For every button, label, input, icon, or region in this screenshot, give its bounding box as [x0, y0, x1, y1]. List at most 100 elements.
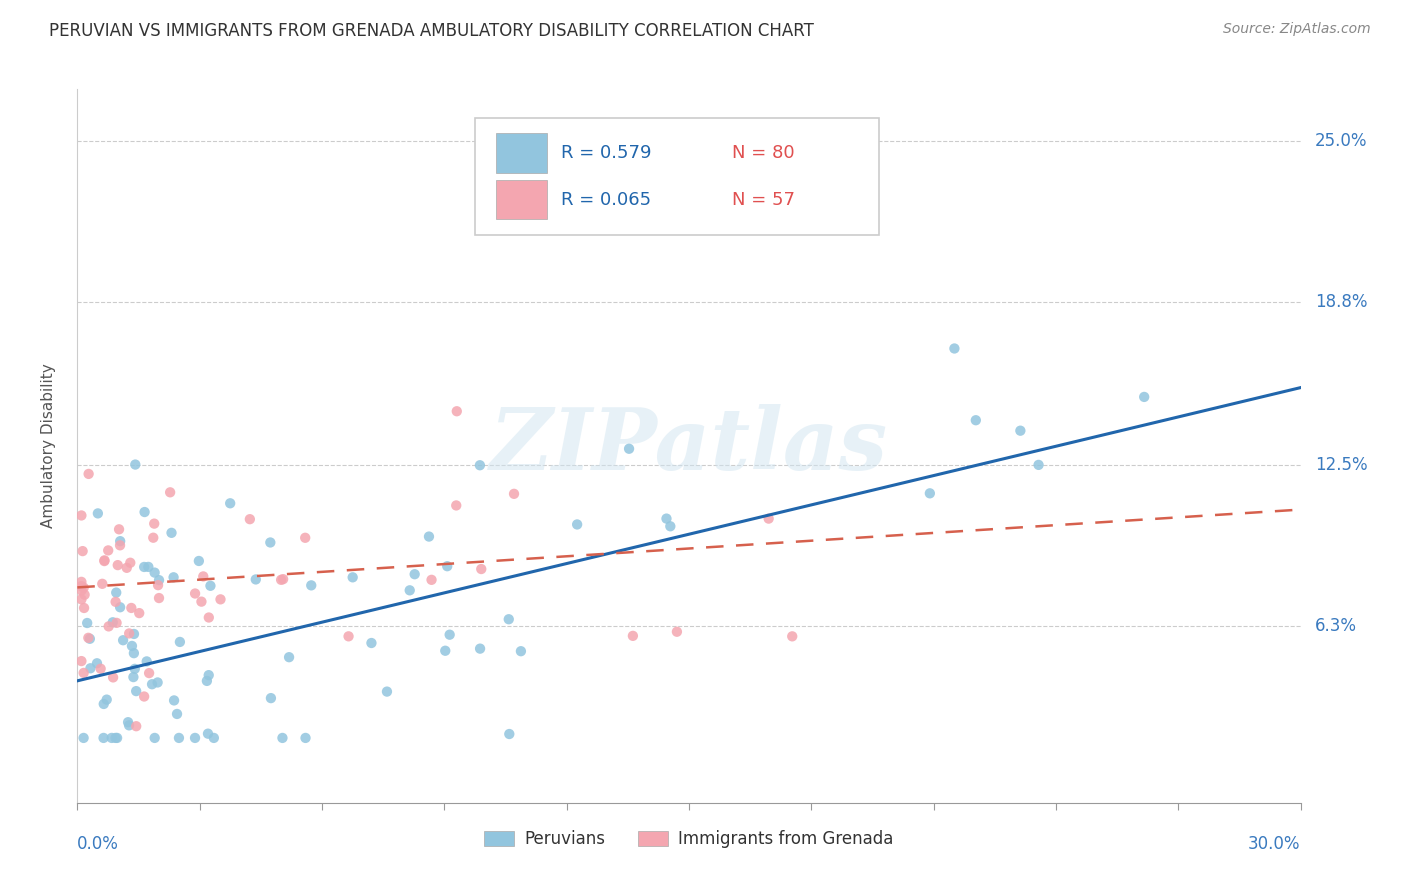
- Point: [621, 629, 644, 643]
- Point: [115, 561, 138, 575]
- Point: [117, 715, 139, 730]
- Point: [965, 413, 987, 427]
- Point: [121, 639, 143, 653]
- Point: [439, 628, 461, 642]
- Point: [107, 558, 129, 573]
- FancyBboxPatch shape: [496, 134, 547, 173]
- Point: [943, 342, 966, 356]
- Point: [342, 570, 364, 584]
- Point: [665, 624, 688, 639]
- Point: [73, 581, 96, 595]
- Point: [118, 626, 141, 640]
- Point: [122, 670, 145, 684]
- Point: [299, 578, 322, 592]
- Point: [90, 662, 112, 676]
- Point: [70, 579, 93, 593]
- Text: N = 80: N = 80: [731, 145, 794, 162]
- Point: [79, 632, 101, 646]
- Text: ZIPatlas: ZIPatlas: [489, 404, 889, 488]
- Point: [148, 573, 170, 587]
- Point: [70, 583, 93, 598]
- Point: [436, 559, 458, 574]
- Point: [93, 554, 115, 568]
- Point: [96, 692, 118, 706]
- Point: [108, 538, 131, 552]
- Point: [70, 654, 93, 668]
- Point: [498, 612, 520, 626]
- Point: [159, 485, 181, 500]
- Point: [138, 666, 160, 681]
- Point: [125, 684, 148, 698]
- Point: [148, 591, 170, 605]
- Point: [260, 691, 283, 706]
- Point: [278, 650, 301, 665]
- Point: [468, 641, 491, 656]
- Point: [1028, 458, 1050, 472]
- Point: [77, 631, 100, 645]
- Point: [1010, 424, 1032, 438]
- Point: [202, 731, 225, 745]
- Point: [134, 505, 156, 519]
- Point: [398, 583, 420, 598]
- Point: [498, 727, 520, 741]
- Point: [122, 627, 145, 641]
- Point: [360, 636, 382, 650]
- Point: [105, 615, 128, 630]
- Point: [70, 574, 93, 589]
- Point: [143, 731, 166, 745]
- Point: [187, 554, 209, 568]
- Point: [418, 530, 440, 544]
- Point: [197, 727, 219, 741]
- Point: [100, 731, 122, 745]
- Point: [104, 595, 127, 609]
- Point: [918, 486, 941, 500]
- Point: [565, 517, 588, 532]
- Point: [122, 646, 145, 660]
- Point: [134, 560, 156, 574]
- Text: R = 0.579: R = 0.579: [561, 145, 651, 162]
- Point: [190, 594, 212, 608]
- Point: [73, 665, 96, 680]
- Point: [124, 458, 146, 472]
- Point: [434, 644, 457, 658]
- Text: N = 57: N = 57: [731, 191, 794, 209]
- Text: 30.0%: 30.0%: [1249, 835, 1301, 853]
- Text: PERUVIAN VS IMMIGRANTS FROM GRENADA AMBULATORY DISABILITY CORRELATION CHART: PERUVIAN VS IMMIGRANTS FROM GRENADA AMBU…: [49, 22, 814, 40]
- Point: [141, 677, 163, 691]
- Point: [77, 467, 100, 481]
- Point: [87, 507, 110, 521]
- Point: [470, 562, 492, 576]
- Text: 12.5%: 12.5%: [1315, 457, 1368, 475]
- Point: [166, 706, 188, 721]
- Point: [79, 661, 101, 675]
- Point: [146, 578, 169, 592]
- Point: [184, 586, 207, 600]
- Text: 6.3%: 6.3%: [1315, 617, 1357, 635]
- Point: [108, 522, 131, 536]
- Point: [86, 657, 108, 671]
- Point: [444, 499, 467, 513]
- Point: [758, 511, 780, 525]
- Point: [655, 511, 678, 525]
- Point: [239, 512, 262, 526]
- Point: [120, 601, 142, 615]
- Point: [134, 690, 156, 704]
- Point: [509, 644, 531, 658]
- Point: [112, 633, 135, 648]
- Point: [195, 673, 218, 688]
- Point: [143, 566, 166, 580]
- Point: [270, 573, 292, 587]
- Point: [184, 731, 207, 745]
- Point: [468, 458, 491, 473]
- Point: [193, 569, 215, 583]
- Point: [97, 543, 120, 558]
- Point: [135, 654, 157, 668]
- Text: R = 0.065: R = 0.065: [561, 191, 651, 209]
- Point: [72, 544, 94, 558]
- Point: [108, 600, 131, 615]
- Point: [73, 588, 96, 602]
- Point: [294, 531, 316, 545]
- Point: [76, 615, 98, 630]
- Point: [128, 606, 150, 620]
- Point: [162, 570, 184, 584]
